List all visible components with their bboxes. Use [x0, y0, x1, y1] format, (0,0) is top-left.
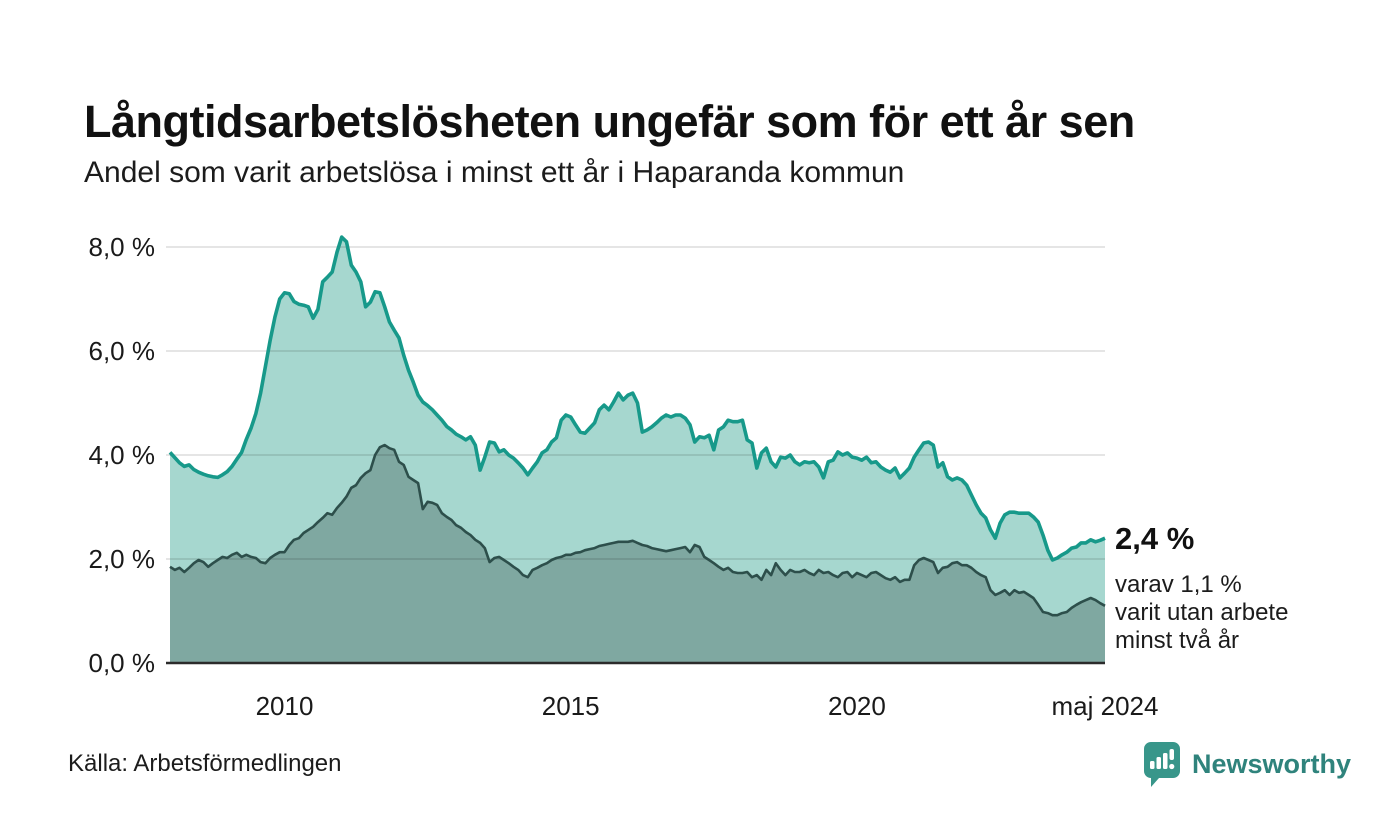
end-note-line-2: varit utan arbete — [1115, 599, 1289, 626]
brand-name: Newsworthy — [1192, 748, 1352, 779]
x-tick-label: 2015 — [542, 691, 600, 721]
y-tick-label: 8,0 % — [89, 232, 156, 262]
y-tick-label: 6,0 % — [89, 336, 156, 366]
x-tick-label: 2010 — [256, 691, 314, 721]
page-subtitle: Andel som varit arbetslösa i minst ett å… — [84, 156, 905, 189]
series-two-year-area — [170, 445, 1105, 663]
newsworthy-pin-icon — [1144, 742, 1180, 787]
page-title: Långtidsarbetslösheten ungefär som för e… — [84, 96, 1135, 148]
brand-logo: Newsworthy — [1142, 740, 1351, 788]
y-tick-label: 2,0 % — [89, 544, 156, 574]
end-note-line-1: varav 1,1 % — [1115, 571, 1242, 598]
x-tick-label: 2020 — [828, 691, 886, 721]
series-one-year-line — [168, 235, 1106, 562]
end-value-label: 2,4 % — [1115, 521, 1195, 556]
x-tick-label: maj 2024 — [1052, 691, 1159, 721]
y-tick-label: 0,0 % — [89, 648, 156, 678]
source-credit: Källa: Arbetsförmedlingen — [68, 750, 342, 777]
end-note-line-3: minst två år — [1115, 627, 1240, 654]
y-tick-label: 4,0 % — [89, 440, 156, 470]
end-value-note: varav 1,1 % varit utan arbete minst två … — [1115, 571, 1288, 655]
series-two-year-line — [169, 443, 1106, 617]
